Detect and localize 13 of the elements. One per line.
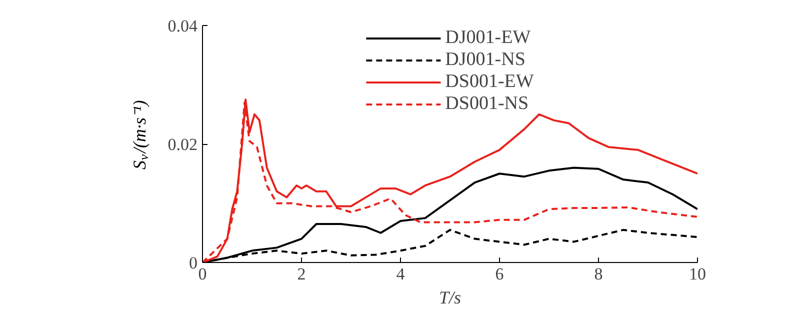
legend-label: DJ001-EW [445, 27, 531, 49]
y-tick-label: 0.02 [168, 135, 198, 154]
legend-label: DJ001-NS [445, 49, 526, 71]
x-axis-title: T/s [438, 288, 462, 308]
x-tick-label: 2 [297, 264, 306, 284]
x-tick-label: 4 [396, 264, 406, 284]
y-tick-label: 0.04 [168, 16, 198, 36]
y-axis-title: Sv/(m·s⁻¹) [130, 100, 151, 170]
x-tick-label: 6 [495, 264, 504, 284]
x-tick-label: 10 [689, 264, 706, 284]
legend-label: DS001-EW [445, 71, 534, 93]
legend-label: DS001-NS [445, 93, 529, 115]
x-tick-label: 8 [594, 264, 603, 284]
